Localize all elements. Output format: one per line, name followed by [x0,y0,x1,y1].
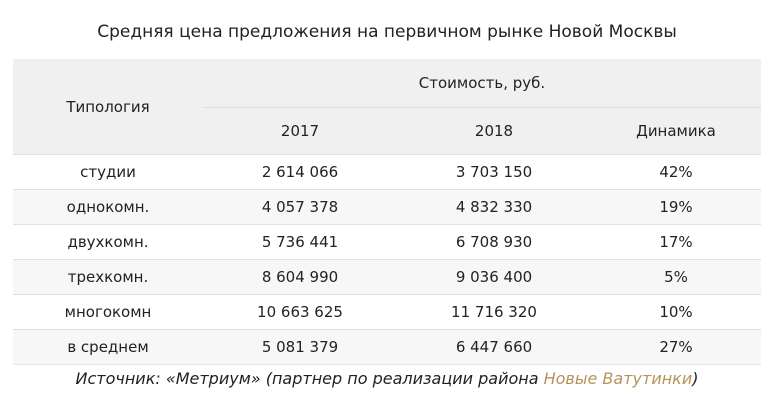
cell-2017: 2 614 066 [203,154,397,190]
cell-dynamics: 17% [591,224,761,260]
table-row: студии 2 614 066 3 703 150 42% [13,154,761,190]
cell-typology: двухкомн. [13,224,203,260]
cell-dynamics: 42% [591,154,761,190]
source-suffix: ) [692,369,699,388]
cell-2017: 5 736 441 [203,224,397,260]
cell-2018: 6 447 660 [397,329,591,365]
price-table: Типология Стоимость, руб. 2017 2018 Дина… [13,59,761,365]
table-row: трехкомн. 8 604 990 9 036 400 5% [13,259,761,295]
cell-typology: многокомн [13,294,203,330]
cell-2018: 9 036 400 [397,259,591,295]
cell-typology: студии [13,154,203,190]
cell-typology: в среднем [13,329,203,365]
cell-2018: 6 708 930 [397,224,591,260]
cell-dynamics: 10% [591,294,761,330]
cell-dynamics: 5% [591,259,761,295]
table-row: многокомн 10 663 625 11 716 320 10% [13,294,761,330]
cell-dynamics: 27% [591,329,761,365]
source-link[interactable]: Новые Ватутинки [543,369,693,388]
header-cost: Стоимость, руб. [203,59,761,108]
table-row: в среднем 5 081 379 6 447 660 27% [13,329,761,365]
cell-dynamics: 19% [591,189,761,225]
table-title: Средняя цена предложения на первичном ры… [97,22,677,42]
cell-2017: 8 604 990 [203,259,397,295]
header-2017: 2017 [203,107,397,155]
cell-typology: однокомн. [13,189,203,225]
cell-2017: 10 663 625 [203,294,397,330]
table-row: двухкомн. 5 736 441 6 708 930 17% [13,224,761,260]
header-typology: Типология [13,59,203,155]
source-caption: Источник: «Метриум» (партнер по реализац… [0,369,774,388]
header-2018: 2018 [397,107,591,155]
cell-2017: 4 057 378 [203,189,397,225]
table-row: однокомн. 4 057 378 4 832 330 19% [13,189,761,225]
header-dynamics: Динамика [591,107,761,155]
cell-2017: 5 081 379 [203,329,397,365]
cell-2018: 3 703 150 [397,154,591,190]
source-prefix: Источник: «Метриум» (партнер по реализац… [75,369,544,388]
cell-typology: трехкомн. [13,259,203,295]
cell-2018: 11 716 320 [397,294,591,330]
cell-2018: 4 832 330 [397,189,591,225]
